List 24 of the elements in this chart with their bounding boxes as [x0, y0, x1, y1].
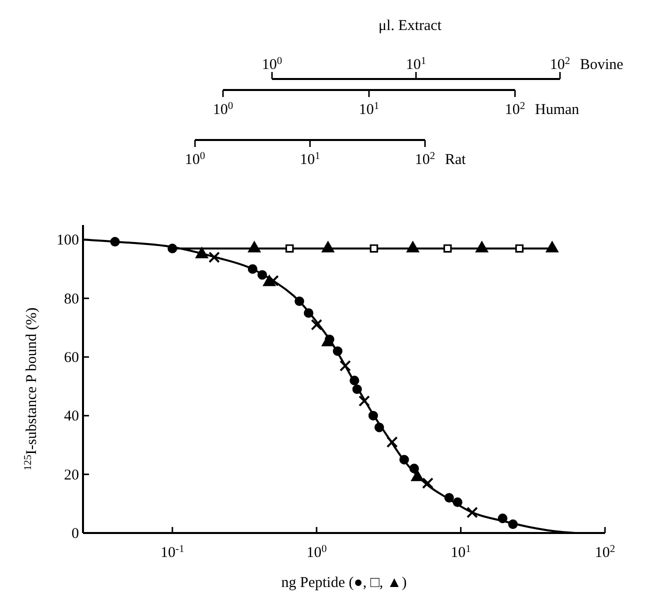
text: 10$^{1}$	[406, 56, 426, 73]
text: 10$^{2}$	[504, 100, 526, 118]
text: 10$^{2}$	[550, 56, 570, 73]
text: 10$^{0}$	[212, 100, 234, 118]
text: 10$^{2}$	[414, 150, 436, 168]
text: 10$^{1}$	[358, 100, 380, 118]
y-tick-label: 100	[56, 232, 79, 249]
text: μl. Extract	[378, 18, 442, 34]
text: Human	[535, 102, 580, 118]
x-axis-title: ng Peptide (●, □, ▲)	[281, 575, 407, 591]
text: Rat	[445, 152, 467, 168]
text: 10$^{1}$	[300, 150, 320, 168]
y-tick-label: 40	[64, 408, 79, 425]
text: 10$^{0}$	[262, 56, 282, 73]
y-tick-label: 80	[64, 291, 79, 308]
text: Bovine	[580, 57, 624, 73]
y-tick-label: 20	[64, 467, 79, 484]
y-tick-label: 60	[64, 350, 79, 366]
x-tick-label: 10$^{-1}$	[160, 544, 184, 561]
x-tick-label: 10$^{0}$	[306, 544, 327, 561]
y-tick-label: 0	[72, 526, 79, 542]
x-tick-label: 10$^{2}$	[594, 544, 616, 561]
text: 10$^{0}$	[184, 150, 206, 168]
x-tick-label: 10$^{1}$	[450, 544, 471, 561]
